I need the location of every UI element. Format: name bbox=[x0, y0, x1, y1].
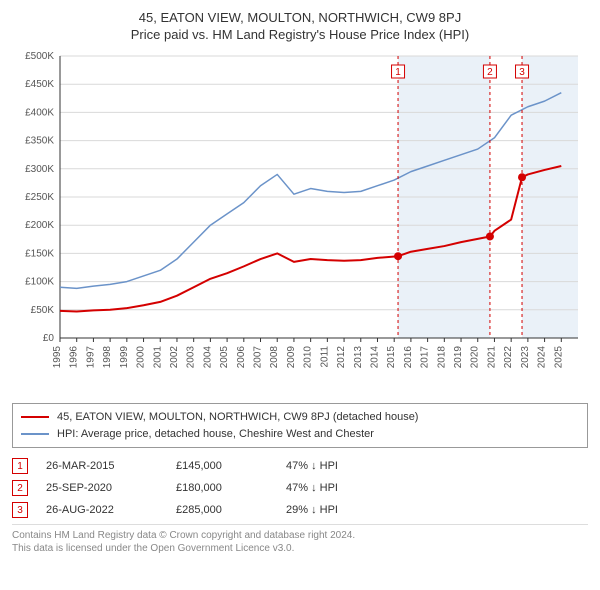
svg-text:2019: 2019 bbox=[453, 346, 464, 369]
event-badge: 3 bbox=[12, 502, 28, 518]
svg-text:2021: 2021 bbox=[486, 346, 497, 369]
svg-text:£350K: £350K bbox=[25, 136, 54, 147]
events-list: 1 26-MAR-2015£145,00047% ↓ HPI 2 25-SEP-202… bbox=[12, 458, 588, 518]
event-price: £145,000 bbox=[176, 460, 286, 472]
chart-title-main: 45, EATON VIEW, MOULTON, NORTHWICH, CW9 … bbox=[12, 10, 588, 25]
chart-area: £0 £50K £100K £150K £200K £250K £300K £350K £400… bbox=[12, 48, 588, 393]
svg-text:£250K: £250K bbox=[25, 192, 54, 203]
svg-text:£0: £0 bbox=[43, 333, 55, 344]
event-date: 26-AUG-2022 bbox=[46, 504, 176, 516]
svg-text:2020: 2020 bbox=[470, 346, 481, 369]
event-row: 2 25-SEP-2020£180,00047% ↓ HPI bbox=[12, 480, 588, 496]
svg-text:2025: 2025 bbox=[553, 346, 564, 369]
event-delta: 47% ↓ HPI bbox=[286, 460, 338, 472]
svg-text:2001: 2001 bbox=[152, 346, 163, 369]
svg-text:2013: 2013 bbox=[353, 346, 364, 369]
svg-text:2016: 2016 bbox=[403, 346, 414, 369]
svg-text:2: 2 bbox=[487, 67, 493, 78]
svg-text:2015: 2015 bbox=[386, 346, 397, 369]
event-price: £180,000 bbox=[176, 482, 286, 494]
svg-text:£200K: £200K bbox=[25, 220, 54, 231]
event-delta: 47% ↓ HPI bbox=[286, 482, 338, 494]
chart-title-sub: Price paid vs. HM Land Registry's House … bbox=[12, 27, 588, 42]
legend-label: HPI: Average price, detached house, Ches… bbox=[57, 426, 374, 443]
legend-row: 45, EATON VIEW, MOULTON, NORTHWICH, CW9 … bbox=[21, 409, 579, 426]
svg-text:2010: 2010 bbox=[303, 346, 314, 369]
svg-text:£400K: £400K bbox=[25, 107, 54, 118]
svg-text:2012: 2012 bbox=[336, 346, 347, 369]
svg-text:2023: 2023 bbox=[520, 346, 531, 369]
event-date: 26-MAR-2015 bbox=[46, 460, 176, 472]
svg-text:2018: 2018 bbox=[436, 346, 447, 369]
svg-text:£500K: £500K bbox=[25, 51, 54, 62]
svg-text:1997: 1997 bbox=[85, 346, 96, 369]
chart-titles: 45, EATON VIEW, MOULTON, NORTHWICH, CW9 … bbox=[12, 10, 588, 42]
svg-text:2004: 2004 bbox=[202, 346, 213, 369]
event-date: 25-SEP-2020 bbox=[46, 482, 176, 494]
event-badge: 2 bbox=[12, 480, 28, 496]
svg-text:2011: 2011 bbox=[319, 346, 330, 368]
chart-svg: £0 £50K £100K £150K £200K £250K £300K £350K £400… bbox=[12, 48, 588, 388]
svg-text:£450K: £450K bbox=[25, 79, 54, 90]
event-price: £285,000 bbox=[176, 504, 286, 516]
svg-text:1996: 1996 bbox=[69, 346, 80, 369]
event-delta: 29% ↓ HPI bbox=[286, 504, 338, 516]
legend-label: 45, EATON VIEW, MOULTON, NORTHWICH, CW9 … bbox=[57, 409, 418, 426]
svg-text:3: 3 bbox=[519, 67, 525, 78]
svg-text:£300K: £300K bbox=[25, 164, 54, 175]
event-badge: 1 bbox=[12, 458, 28, 474]
footer-attribution: Contains HM Land Registry data © Crown c… bbox=[12, 524, 588, 555]
svg-text:2008: 2008 bbox=[269, 346, 280, 369]
svg-text:£150K: £150K bbox=[25, 248, 54, 259]
legend-box: 45, EATON VIEW, MOULTON, NORTHWICH, CW9 … bbox=[12, 403, 588, 448]
footer-line2: This data is licensed under the Open Gov… bbox=[12, 542, 588, 555]
svg-text:2002: 2002 bbox=[169, 346, 180, 369]
svg-text:2022: 2022 bbox=[503, 346, 514, 369]
svg-text:2006: 2006 bbox=[236, 346, 247, 369]
svg-text:2017: 2017 bbox=[420, 346, 431, 369]
footer-line1: Contains HM Land Registry data © Crown c… bbox=[12, 529, 588, 542]
legend-row: HPI: Average price, detached house, Ches… bbox=[21, 426, 579, 443]
svg-text:2000: 2000 bbox=[136, 346, 147, 369]
svg-text:2007: 2007 bbox=[253, 346, 264, 369]
svg-text:1998: 1998 bbox=[102, 346, 113, 369]
svg-text:2005: 2005 bbox=[219, 346, 230, 369]
svg-text:£100K: £100K bbox=[25, 277, 54, 288]
svg-text:2014: 2014 bbox=[369, 346, 380, 369]
svg-text:1999: 1999 bbox=[119, 346, 130, 369]
legend-swatch bbox=[21, 416, 49, 418]
svg-text:2024: 2024 bbox=[537, 346, 548, 369]
svg-text:2009: 2009 bbox=[286, 346, 297, 369]
svg-text:2003: 2003 bbox=[186, 346, 197, 369]
svg-text:1995: 1995 bbox=[52, 346, 63, 369]
event-row: 1 26-MAR-2015£145,00047% ↓ HPI bbox=[12, 458, 588, 474]
svg-text:£50K: £50K bbox=[31, 305, 55, 316]
svg-text:1: 1 bbox=[395, 67, 401, 78]
event-row: 3 26-AUG-2022£285,00029% ↓ HPI bbox=[12, 502, 588, 518]
legend-swatch bbox=[21, 433, 49, 435]
